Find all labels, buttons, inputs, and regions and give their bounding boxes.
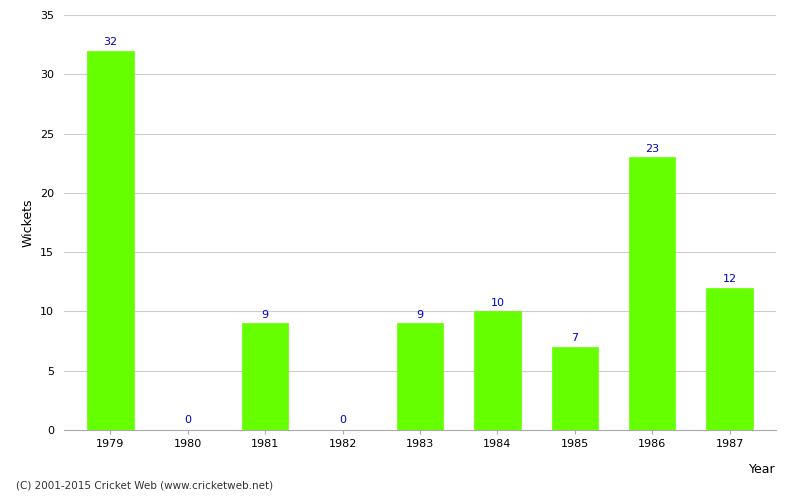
Text: 9: 9 xyxy=(417,310,423,320)
Text: 12: 12 xyxy=(722,274,737,284)
Text: 0: 0 xyxy=(339,416,346,426)
Bar xyxy=(629,158,675,430)
Y-axis label: Wickets: Wickets xyxy=(22,198,34,246)
Text: 32: 32 xyxy=(103,37,118,47)
Bar xyxy=(474,312,521,430)
Bar xyxy=(706,288,753,430)
Text: (C) 2001-2015 Cricket Web (www.cricketweb.net): (C) 2001-2015 Cricket Web (www.cricketwe… xyxy=(16,480,273,490)
Text: 0: 0 xyxy=(184,416,191,426)
Bar xyxy=(397,324,443,430)
Bar xyxy=(87,50,134,430)
Bar xyxy=(551,347,598,430)
Text: 9: 9 xyxy=(262,310,269,320)
Text: 23: 23 xyxy=(645,144,659,154)
Text: 7: 7 xyxy=(571,334,578,344)
Text: 10: 10 xyxy=(490,298,504,308)
Bar xyxy=(242,324,289,430)
Text: Year: Year xyxy=(750,463,776,476)
